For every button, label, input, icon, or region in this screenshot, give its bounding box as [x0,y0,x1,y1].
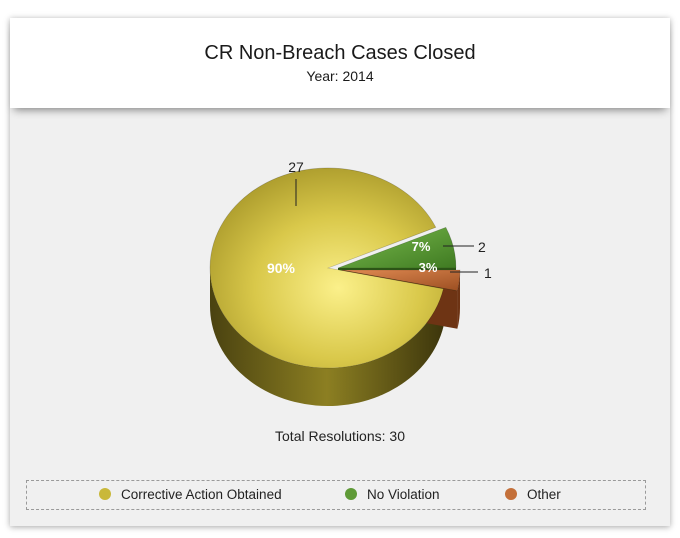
legend-swatch [345,488,357,500]
percent-label-other: 3% [419,260,438,275]
slice-side-other [457,270,460,329]
chart-subtitle: Year: 2014 [306,68,374,84]
value-label-other: 1 [484,265,492,281]
legend-label: Corrective Action Obtained [121,487,282,502]
percent-label-no-violation: 7% [412,239,431,254]
slice-no-violation [337,226,457,269]
legend-item-other: Other [505,487,561,502]
legend-item-no-violation: No Violation [345,487,440,502]
chart-header: CR Non-Breach Cases Closed Year: 2014 [10,18,670,108]
legend-label: Other [527,487,561,502]
value-label-no-violation: 2 [478,239,486,255]
slice-corrective-action [209,167,444,369]
legend-swatch [99,488,111,500]
legend: Corrective Action Obtained No Violation … [26,480,646,510]
value-label-corrective-action: 27 [288,159,304,175]
legend-swatch [505,488,517,500]
slice-other [341,269,461,292]
chart-title: CR Non-Breach Cases Closed [204,42,476,64]
percent-label-corrective-action: 90% [267,260,296,276]
legend-label: No Violation [367,487,440,502]
slice-side-corrective-action [210,268,444,407]
total-resolutions: Total Resolutions: 30 [275,428,405,444]
legend-item-corrective-action: Corrective Action Obtained [99,487,282,502]
